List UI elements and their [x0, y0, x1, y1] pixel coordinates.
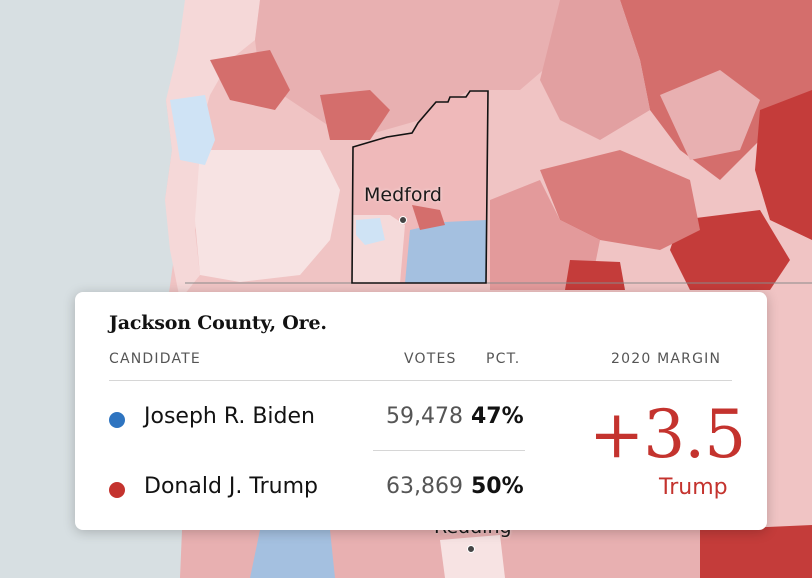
county-region — [320, 90, 390, 140]
party-color-dot — [109, 482, 125, 498]
jackson-county-region — [356, 218, 385, 245]
margin-winner: Trump — [659, 475, 728, 500]
candidate-votes: 63,869 — [386, 474, 463, 499]
county-region — [250, 530, 335, 578]
city-dot-medford — [399, 216, 407, 224]
candidate-name: Donald J. Trump — [144, 474, 318, 499]
candidate-votes: 59,478 — [386, 404, 463, 429]
candidate-row: Donald J. Trump 63,869 50% — [109, 472, 529, 504]
party-color-dot — [109, 412, 125, 428]
county-region — [565, 260, 625, 290]
county-region — [210, 50, 290, 110]
candidate-row: Joseph R. Biden 59,478 47% — [109, 402, 529, 434]
row-divider — [373, 450, 525, 451]
jackson-county-outline[interactable] — [351, 90, 489, 284]
margin-value: +3.5 — [589, 396, 746, 473]
jackson-county-region — [412, 205, 445, 230]
county-region — [170, 95, 215, 165]
city-label-medford: Medford — [364, 184, 442, 206]
county-region — [195, 150, 340, 282]
header-margin: 2020 MARGIN — [611, 351, 722, 367]
header-divider — [109, 380, 732, 381]
county-region — [660, 70, 760, 160]
county-region — [440, 535, 505, 578]
county-region — [755, 90, 812, 240]
county-region — [700, 525, 812, 578]
candidate-pct: 50% — [471, 474, 524, 499]
city-dot-redding — [467, 545, 475, 553]
candidate-name: Joseph R. Biden — [144, 404, 315, 429]
header-votes: VOTES — [404, 351, 457, 367]
jackson-county-region — [405, 220, 486, 283]
header-candidate: CANDIDATE — [109, 351, 201, 367]
county-results-tooltip: Jackson County, Ore. CANDIDATE VOTES PCT… — [75, 292, 767, 530]
header-pct: PCT. — [486, 351, 521, 367]
county-region — [540, 150, 700, 250]
county-region — [540, 0, 650, 140]
county-title: Jackson County, Ore. — [109, 312, 327, 334]
candidate-pct: 47% — [471, 404, 524, 429]
county-region — [165, 0, 260, 300]
